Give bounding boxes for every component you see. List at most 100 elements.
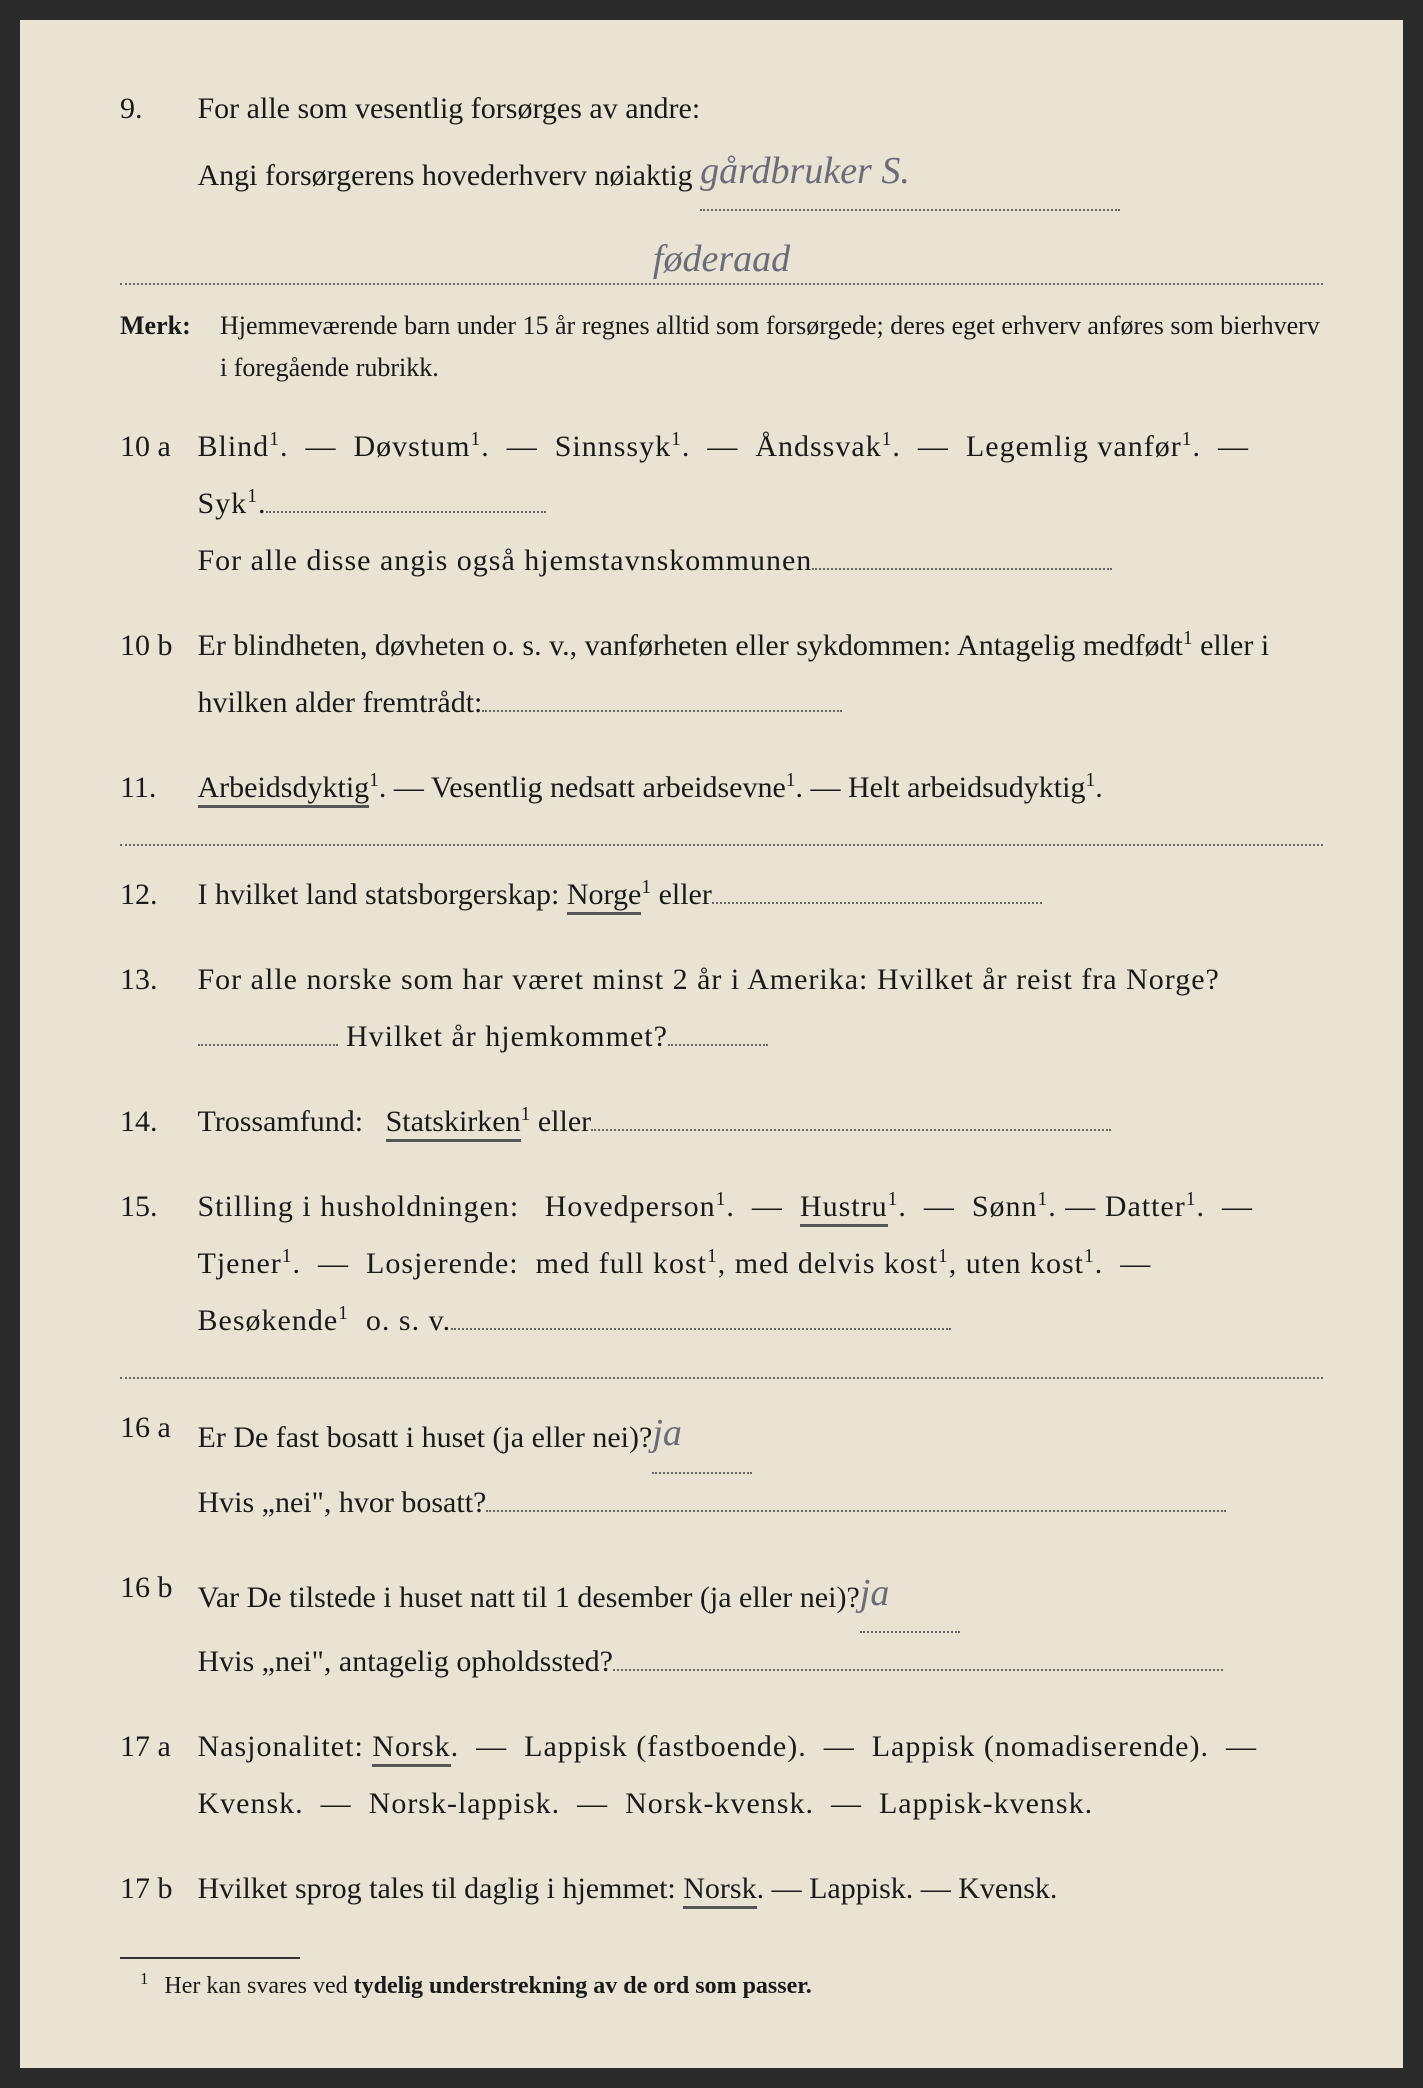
q15-hustru: Hustru [800,1190,888,1227]
q15-losjerende: Losjerende: [366,1247,519,1280]
q17a-opt1: Lappisk (nomadiserende) [872,1730,1201,1763]
q10b-blank [482,710,842,712]
q10a-opt-andssvak: Åndssvak [755,430,881,463]
q16a-body: Er De fast bosatt i huset (ja eller nei)… [198,1399,1321,1530]
q17a-opt2: Kvensk [198,1787,296,1820]
q10a-blank [266,511,546,513]
q9-handwritten2: føderaad [653,237,790,281]
q15-osv: o. s. v. [366,1304,451,1337]
q13-text1: For alle norske som har været minst 2 år… [198,963,1220,996]
divider-after-11 [120,844,1323,846]
q12-text2: eller [659,878,712,911]
q17a-opt0: Lappisk (fastboende) [524,1730,798,1763]
q10a-number: 10 a [120,418,190,475]
footnote-text1: Her kan svares ved [164,1973,353,1999]
q9-answer-line2: føderaad [120,239,1323,285]
merk-note: Merk: Hjemmeværende barn under 15 år reg… [120,305,1323,388]
q16b-body: Var De tilstede i huset natt til 1 desem… [198,1559,1321,1690]
q15-text1: Stilling i husholdningen: [198,1190,520,1223]
q12-blank [712,902,1042,904]
q13-text2: Hvilket år hjemkommet? [346,1020,668,1053]
q15-tjener: Tjener [198,1247,282,1280]
q9-line2-label: Angi forsørgerens hovederhverv nøiaktig [198,159,693,192]
q10a-opt-blind: Blind [198,430,270,463]
q9-line1: For alle som vesentlig forsørges av andr… [198,92,701,125]
q16b-number: 16 b [120,1559,190,1616]
q15-sonn: Sønn [972,1190,1038,1223]
q17a-norsk: Norsk [372,1730,450,1767]
question-14: 14. Trossamfund: Statskirken1 eller [120,1093,1323,1150]
q12-norge: Norge [567,878,641,915]
q17a-opt3: Norsk-lappisk [369,1787,552,1820]
q9-number: 9. [120,80,190,137]
q14-text2: eller [538,1105,591,1138]
q10a-blank2 [812,568,1112,570]
q15-datter: Datter [1105,1190,1186,1223]
q12-number: 12. [120,866,190,923]
q13-number: 13. [120,951,190,1008]
q17b-text1: Hvilket sprog tales til daglig i hjemmet… [198,1872,676,1905]
q10b-text1: Er blindheten, døvheten o. s. v., vanfør… [198,629,1183,662]
q10a-body: Blind1. — Døvstum1. — Sinnssyk1. — Åndss… [198,418,1321,589]
footnote: 1 Her kan svares ved tydelig understrekn… [120,1969,1323,2000]
q15-delviskost: med delvis kost [735,1247,938,1280]
question-16a: 16 a Er De fast bosatt i huset (ja eller… [120,1399,1323,1530]
question-15: 15. Stilling i husholdningen: Hovedperso… [120,1178,1323,1349]
q9-body: For alle som vesentlig forsørges av andr… [198,80,1321,211]
footnote-num: 1 [140,1969,148,1988]
question-12: 12. I hvilket land statsborgerskap: Norg… [120,866,1323,923]
q14-body: Trossamfund: Statskirken1 eller [198,1093,1321,1150]
q16a-handwritten: ja [652,1397,682,1469]
q10a-opt-dovstum: Døvstum [353,430,470,463]
q14-number: 14. [120,1093,190,1150]
q12-body: I hvilket land statsborgerskap: Norge1 e… [198,866,1321,923]
question-10b: 10 b Er blindheten, døvheten o. s. v., v… [120,617,1323,731]
q16a-blank [486,1510,1226,1512]
q16a-text2: Hvis „nei", hvor bosatt? [198,1486,487,1519]
q9-handwritten1: gårdbruker S. [700,135,910,207]
q11-opt3: Helt arbeidsudyktig [848,771,1085,804]
q17a-opt5: Lappisk-kvensk [879,1787,1085,1820]
q17a-opt4: Norsk-kvensk [625,1787,805,1820]
q17b-body: Hvilket sprog tales til daglig i hjemmet… [198,1860,1321,1917]
q16b-answer: ja [860,1559,960,1633]
footnote-bold: tydelig understrekning av de ord som pas… [354,1973,812,1999]
q11-number: 11. [120,759,190,816]
q13-body: For alle norske som har været minst 2 år… [198,951,1321,1065]
q17b-opt0: Lappisk [809,1872,906,1905]
divider-after-15 [120,1377,1323,1379]
q16a-number: 16 a [120,1399,190,1456]
census-form-page: 9. For alle som vesentlig forsørges av a… [20,20,1403,2068]
q17b-norsk: Norsk [683,1872,756,1909]
merk-label: Merk: [120,305,220,388]
q17b-number: 17 b [120,1860,190,1917]
q16b-blank [613,1669,1223,1671]
q16a-answer: ja [652,1399,752,1473]
q17a-text1: Nasjonalitet: [198,1730,364,1763]
q13-blank1 [198,1044,338,1046]
merk-text: Hjemmeværende barn under 15 år regnes al… [220,305,1323,388]
q16b-handwritten: ja [860,1557,890,1629]
q10b-body: Er blindheten, døvheten o. s. v., vanfør… [198,617,1321,731]
q11-opt2: Vesentlig nedsatt arbeidsevne [431,771,786,804]
footnote-rule [120,1957,300,1959]
q16a-text1: Er De fast bosatt i huset (ja eller nei)… [198,1421,653,1454]
q14-blank [591,1129,1111,1131]
question-17b: 17 b Hvilket sprog tales til daglig i hj… [120,1860,1323,1917]
q14-text1: Trossamfund: [198,1105,364,1138]
q17b-opt1: Kvensk [958,1872,1050,1905]
q11-opt1: Arbeidsdyktig [198,771,370,808]
question-17a: 17 a Nasjonalitet: Norsk. — Lappisk (fas… [120,1718,1323,1832]
q10b-number: 10 b [120,617,190,674]
q10a-line3: For alle disse angis også hjemstavnskomm… [198,544,813,577]
q11-body: Arbeidsdyktig1. — Vesentlig nedsatt arbe… [198,759,1321,816]
q12-text1: I hvilket land statsborgerskap: [198,878,560,911]
q15-hovedperson: Hovedperson [545,1190,716,1223]
question-9: 9. For alle som vesentlig forsørges av a… [120,80,1323,211]
q10a-opt-sinnssyk: Sinnssyk [555,430,671,463]
q15-number: 15. [120,1178,190,1235]
q15-blank [451,1328,951,1330]
q13-blank2 [668,1044,768,1046]
q15-besokende: Besøkende [198,1304,339,1337]
q16b-text2: Hvis „nei", antagelig opholdssted? [198,1645,614,1678]
